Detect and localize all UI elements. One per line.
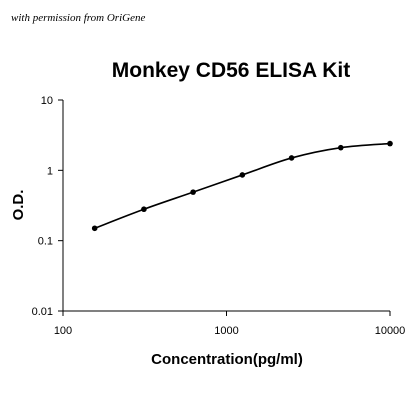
y-tick-label: 1 (47, 165, 53, 177)
x-axis-label: Concentration(pg/ml) (151, 351, 303, 368)
x-tick-label: 100 (54, 325, 72, 337)
data-point (337, 144, 344, 151)
y-axis-label: O.D. (10, 190, 27, 221)
data-point (239, 172, 246, 178)
data-point (387, 140, 393, 147)
y-tick-label: 0.01 (32, 306, 53, 318)
permission-watermark: with permission from OriGene (11, 12, 145, 24)
series-line (94, 142, 391, 230)
y-tick-label: 10 (41, 95, 53, 107)
y-axis-ticks: 0.01 0.1 1 10 (32, 95, 63, 318)
x-tick-label: 10000 (375, 325, 406, 337)
data-point (190, 189, 196, 195)
data-point (91, 225, 98, 232)
x-tick-label: 1000 (214, 325, 238, 337)
data-point (141, 206, 147, 213)
y-tick-label: 0.1 (38, 236, 53, 248)
data-point (288, 155, 295, 161)
x-axis-ticks: 100 1000 10000 (54, 311, 405, 337)
chart-title: Monkey CD56 ELISA Kit (112, 59, 350, 82)
series-layer (91, 140, 393, 232)
